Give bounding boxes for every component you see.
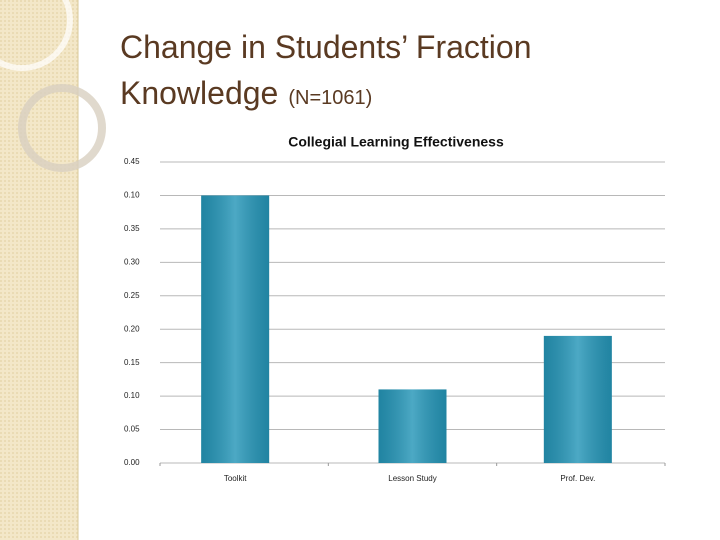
y-tick-label: 0.10 bbox=[124, 391, 140, 400]
y-tick-label: 0.35 bbox=[124, 224, 140, 233]
y-tick-label: 0.15 bbox=[124, 358, 140, 367]
y-tick-label: 0.30 bbox=[124, 257, 140, 266]
slide-title: Knowledge (N=1061) bbox=[120, 75, 372, 111]
slide-title-note: (N=1061) bbox=[288, 87, 372, 109]
slide-title: Change in Students’ Fraction bbox=[120, 29, 532, 65]
bar-sheen bbox=[201, 195, 270, 463]
y-tick-label: 0.25 bbox=[124, 291, 140, 300]
x-tick-label: Prof. Dev. bbox=[560, 474, 595, 483]
bar-sheen bbox=[543, 335, 612, 463]
plot: 0.00 0.05 0.10 0.15 0.20 0.25 0.30 0.35 0.10 0.45… bbox=[124, 157, 666, 483]
slide-title-main: Knowledge bbox=[120, 75, 278, 111]
chart-title: Collegial Learning Effectiveness bbox=[288, 134, 504, 150]
y-tick-label: 0.00 bbox=[124, 458, 140, 467]
y-tick-label: 0.10 bbox=[124, 191, 140, 200]
deco-ring bbox=[0, 0, 73, 71]
y-tick-label: 0.20 bbox=[124, 324, 140, 333]
y-tick-label: 0.05 bbox=[124, 425, 140, 434]
x-tick-label: Toolkit bbox=[224, 474, 247, 483]
deco-ring bbox=[18, 84, 106, 172]
y-tick-label: 0.45 bbox=[124, 157, 140, 166]
x-tick-label: Lesson Study bbox=[388, 474, 436, 483]
bar-sheen bbox=[378, 389, 447, 463]
side-strip bbox=[0, 0, 78, 540]
